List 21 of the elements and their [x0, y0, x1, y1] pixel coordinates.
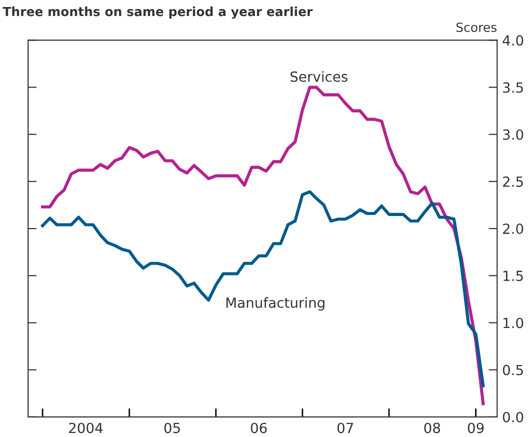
series-label: Manufacturing — [226, 297, 324, 311]
x-tick-label: 09 — [468, 422, 484, 434]
y-tick-label: 2.0 — [503, 224, 524, 234]
chart-title: Three months on same period a year earlier — [2, 6, 313, 19]
series-label: Services — [290, 71, 348, 82]
y-tick-label: 2.5 — [503, 176, 523, 187]
y-tick-label: 0.0 — [502, 412, 524, 422]
y-tick-label: 4.0 — [502, 35, 524, 46]
y-tick-label: 1.5 — [504, 270, 523, 282]
x-tick-label: 08 — [424, 422, 440, 434]
y-axis-title: Scores — [456, 22, 497, 32]
line-series — [41, 86, 485, 406]
y-tick-label: 3.5 — [503, 82, 523, 93]
y-tick-label: 0.5 — [502, 364, 523, 376]
y-tick-label: 3.0 — [503, 129, 524, 140]
y-tick-label: 1.0 — [504, 318, 524, 328]
x-tick-label: 07 — [337, 422, 354, 434]
x-tick-label: 05 — [164, 422, 180, 434]
line-series — [41, 190, 485, 388]
x-tick-label: 2004 — [69, 422, 103, 434]
x-tick-label: 06 — [250, 422, 267, 434]
